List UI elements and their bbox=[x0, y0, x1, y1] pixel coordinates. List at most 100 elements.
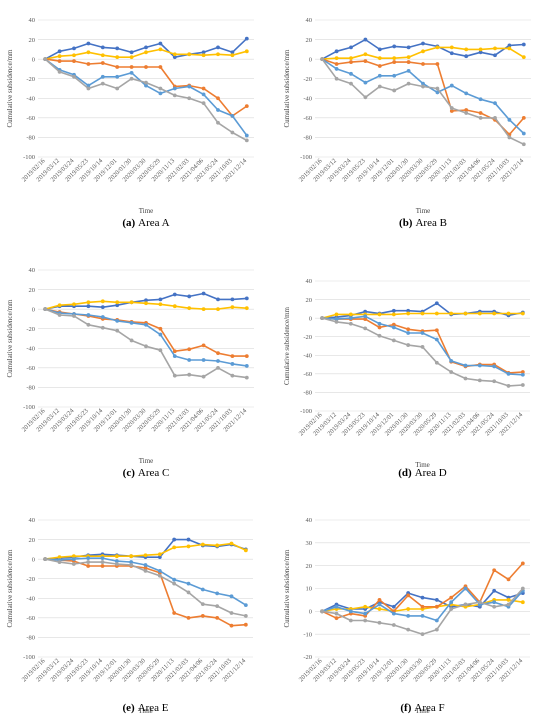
series-line-b-gray bbox=[321, 58, 525, 146]
data-point-f-blue-5 bbox=[391, 604, 396, 609]
y-tick-label-d-4: -20 bbox=[303, 334, 312, 341]
data-point-e-gray-7 bbox=[143, 568, 148, 573]
data-point-b-lightblue-9 bbox=[449, 83, 454, 88]
data-point-a-blue-6 bbox=[129, 50, 134, 55]
data-point-a-lightblue-7 bbox=[144, 83, 148, 88]
data-point-b-lightblue-6 bbox=[406, 68, 411, 73]
data-point-a-blue-7 bbox=[144, 45, 148, 50]
data-point-a-lightblue-6 bbox=[129, 70, 134, 75]
data-point-a-gray-13 bbox=[230, 130, 235, 135]
data-point-e-orange-7 bbox=[143, 566, 148, 570]
y-tick-label-c-2: -60 bbox=[26, 365, 35, 372]
data-point-c-gray-12 bbox=[216, 365, 220, 370]
data-point-b-lightblue-13 bbox=[507, 117, 512, 122]
data-point-c-orange-13 bbox=[230, 354, 235, 359]
data-point-a-blue-2 bbox=[72, 46, 76, 51]
data-point-c-lightblue-10 bbox=[187, 358, 192, 362]
data-point-a-blue-12 bbox=[216, 45, 220, 50]
data-point-b-gray-3 bbox=[363, 95, 368, 100]
data-point-d-lightblue-9 bbox=[449, 358, 454, 363]
y-tick-label-f-4: 20 bbox=[306, 563, 313, 570]
y-tick-label-c-4: -20 bbox=[26, 326, 35, 333]
caption-d: (d) Area D bbox=[398, 467, 447, 479]
y-axis-label-b: Cumulative subsidence/mm bbox=[283, 49, 291, 128]
data-point-e-orange-3 bbox=[86, 564, 91, 568]
data-point-b-yellow-12 bbox=[493, 46, 497, 51]
data-point-c-gray-14 bbox=[244, 375, 249, 380]
data-point-f-lightblue-6 bbox=[406, 614, 411, 618]
data-point-e-gray-1 bbox=[57, 560, 62, 564]
data-point-d-orange-5 bbox=[391, 322, 396, 327]
data-point-b-gray-1 bbox=[334, 76, 339, 81]
chart-panel-f: -20-100102030402019/02/162019/03/122019/… bbox=[283, 517, 530, 715]
data-point-f-yellow-6 bbox=[406, 607, 411, 611]
data-point-d-lightblue-2 bbox=[348, 316, 353, 321]
data-point-b-gray-13 bbox=[507, 135, 512, 140]
data-point-a-blue-13 bbox=[230, 50, 235, 55]
data-point-e-lightblue-11 bbox=[200, 587, 205, 592]
data-point-a-lightblue-11 bbox=[201, 92, 206, 97]
data-point-e-yellow-6 bbox=[129, 554, 134, 559]
data-point-e-lightblue-12 bbox=[215, 591, 220, 596]
y-tick-label-b-5: 0 bbox=[309, 56, 312, 63]
data-point-b-yellow-11 bbox=[478, 47, 483, 52]
data-point-a-lightblue-8 bbox=[158, 91, 163, 96]
data-point-f-yellow-13 bbox=[506, 598, 511, 602]
data-point-b-lightblue-10 bbox=[464, 91, 469, 96]
data-point-d-gray-8 bbox=[434, 360, 439, 365]
data-point-d-yellow-13 bbox=[506, 311, 511, 316]
data-point-c-lightblue-9 bbox=[172, 354, 177, 359]
data-point-f-gray-5 bbox=[391, 623, 396, 627]
data-point-f-lightblue-8 bbox=[434, 618, 439, 623]
caption-text-c: Area C bbox=[138, 467, 169, 479]
data-point-a-lightblue-13 bbox=[230, 114, 235, 118]
caption-c: (c) Area C bbox=[123, 467, 170, 479]
data-point-f-lightblue-9 bbox=[449, 600, 454, 605]
data-point-e-lightblue-3 bbox=[86, 556, 91, 561]
data-point-d-lightblue-1 bbox=[334, 317, 339, 321]
data-point-a-yellow-14 bbox=[244, 49, 249, 54]
data-point-d-yellow-5 bbox=[391, 312, 396, 317]
data-point-a-blue-5 bbox=[115, 46, 120, 51]
data-point-d-orange-8 bbox=[434, 328, 439, 333]
data-point-d-lightblue-8 bbox=[434, 337, 439, 342]
series-line-b-orange bbox=[321, 58, 525, 136]
data-point-a-gray-2 bbox=[72, 74, 76, 79]
data-point-a-yellow-9 bbox=[172, 52, 177, 57]
y-tick-label-d-1: -80 bbox=[303, 390, 312, 397]
data-point-d-lightblue-5 bbox=[391, 325, 396, 330]
data-point-e-blue-8 bbox=[157, 555, 162, 560]
data-point-f-gray-9 bbox=[449, 607, 454, 611]
data-point-a-orange-7 bbox=[144, 65, 148, 69]
data-point-e-lightblue-8 bbox=[157, 568, 162, 573]
data-point-d-orange-14 bbox=[520, 370, 525, 374]
data-point-e-yellow-1 bbox=[57, 555, 62, 560]
data-point-c-lightblue-3 bbox=[86, 313, 91, 317]
data-point-d-lightblue-3 bbox=[363, 314, 368, 319]
data-point-e-yellow-5 bbox=[114, 554, 119, 559]
data-point-d-gray-1 bbox=[334, 319, 339, 324]
data-point-b-orange-7 bbox=[421, 62, 425, 66]
data-point-f-blue-12 bbox=[492, 588, 497, 593]
data-point-b-orange-1 bbox=[334, 62, 339, 66]
y-tick-label-a-3: -40 bbox=[26, 95, 35, 102]
data-point-a-yellow-13 bbox=[230, 53, 235, 58]
data-point-d-lightblue-13 bbox=[506, 371, 511, 376]
data-point-e-yellow-14 bbox=[243, 548, 248, 553]
y-tick-label-e-3: -40 bbox=[26, 595, 35, 602]
data-point-e-yellow-12 bbox=[215, 543, 220, 548]
data-point-c-yellow-9 bbox=[172, 304, 177, 309]
data-point-e-lightblue-2 bbox=[71, 557, 76, 562]
data-point-d-lightblue-10 bbox=[463, 363, 468, 368]
data-point-f-lightblue-10 bbox=[463, 586, 468, 591]
data-point-b-gray-12 bbox=[493, 115, 497, 120]
y-tick-label-c-0: -100 bbox=[23, 404, 35, 411]
y-axis-label-d: Cumulative subsidence/mm bbox=[283, 306, 291, 385]
data-point-d-gray-4 bbox=[377, 333, 382, 338]
data-point-c-lightblue-12 bbox=[216, 359, 220, 363]
data-point-b-yellow-8 bbox=[435, 45, 440, 50]
caption-text-a: Area A bbox=[138, 217, 170, 229]
data-point-e-orange-4 bbox=[100, 564, 105, 568]
chart-panel-c: -100-80-60-40-20020402019/02/162019/03/1… bbox=[6, 267, 254, 479]
